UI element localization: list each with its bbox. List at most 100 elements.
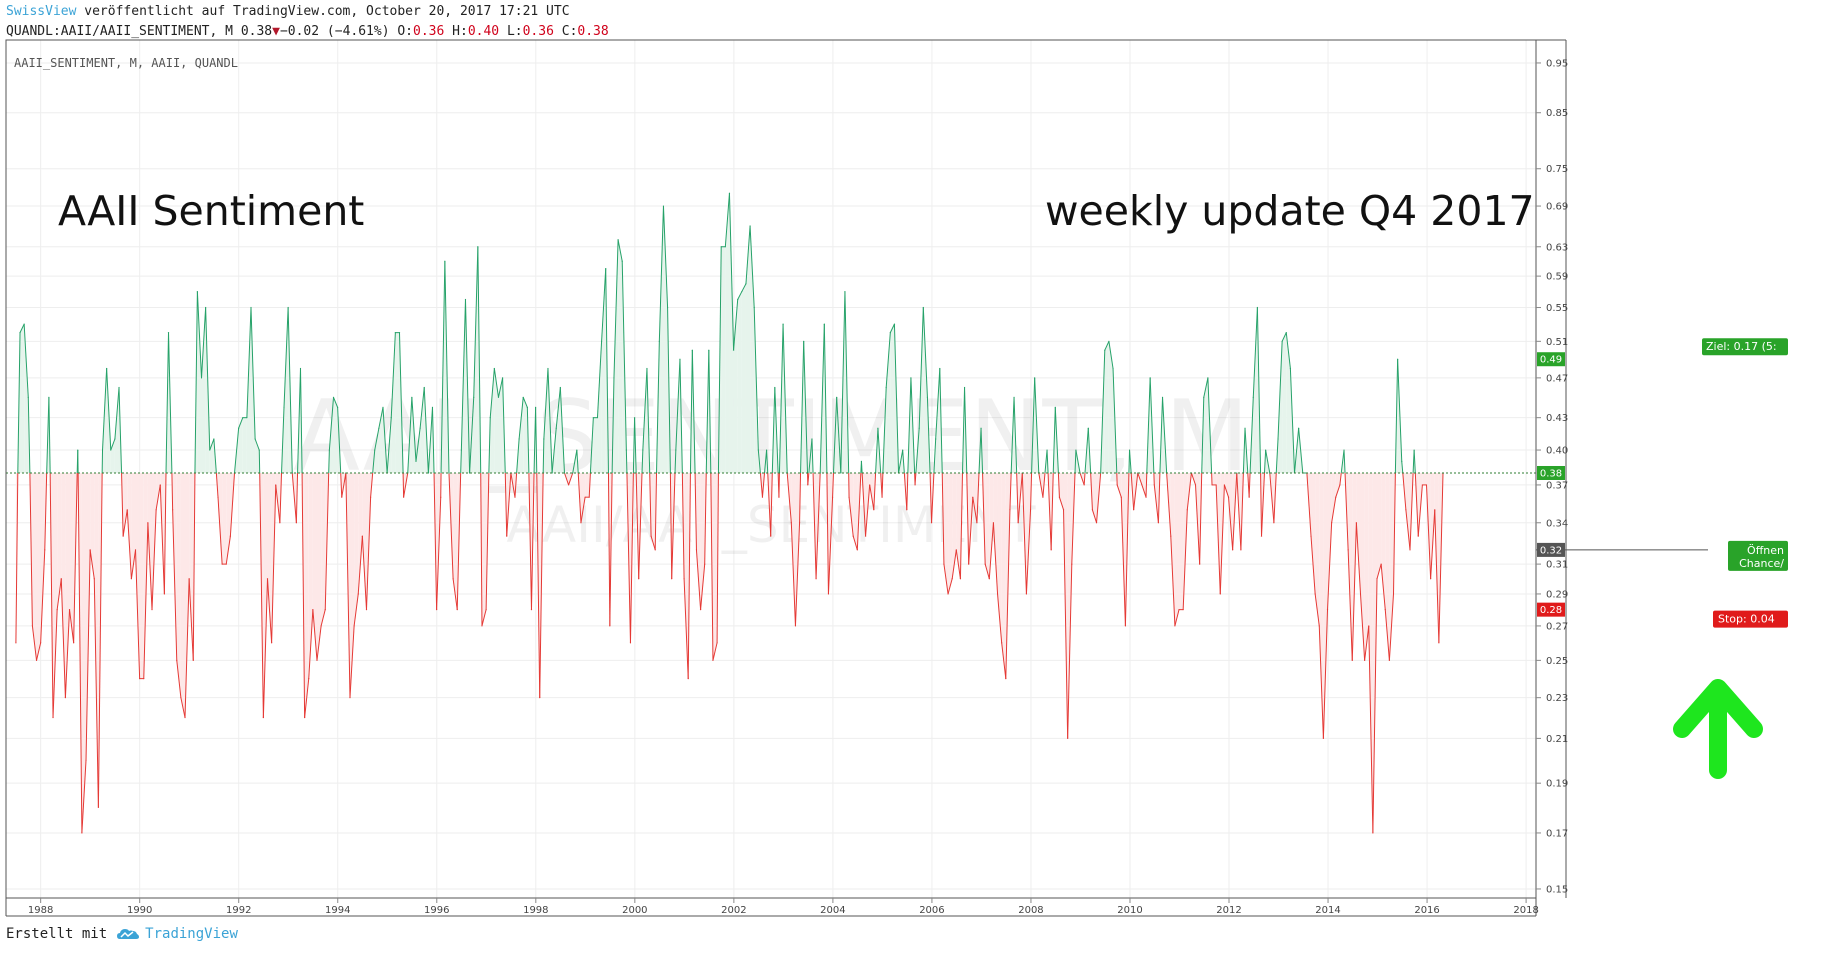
data-point (242, 417, 244, 419)
line-segment-up (605, 268, 609, 473)
line-segment-down (982, 472, 986, 565)
line-segment-down (361, 536, 367, 610)
fill-below-baseline (135, 472, 140, 679)
fill-above-baseline (741, 283, 746, 473)
data-point (844, 290, 846, 293)
line-segment-down (262, 578, 269, 718)
line-segment-down (1133, 472, 1139, 510)
fill-below-baseline (1179, 472, 1184, 610)
data-point (81, 832, 83, 834)
line-segment-up (893, 324, 900, 474)
data-point (1029, 509, 1032, 511)
line-segment-down (1058, 497, 1065, 510)
data-point (518, 438, 520, 440)
fill-below-baseline (180, 472, 186, 718)
data-point (27, 396, 29, 398)
data-point (60, 578, 62, 580)
line-segment-down (184, 578, 190, 718)
line-segment-down (1130, 472, 1135, 510)
y-tick-label: 0.51 (1546, 337, 1568, 348)
line-segment-up (1289, 368, 1296, 474)
fill-below-baseline (1360, 472, 1365, 661)
open-label: O: (397, 24, 414, 39)
line-segment-up (526, 407, 530, 474)
chart-title: AAII Sentiment (58, 187, 364, 235)
fill-below-baseline (53, 472, 58, 718)
line-segment-up (1285, 332, 1291, 369)
data-point (415, 460, 417, 462)
line-segment-down (1091, 509, 1098, 523)
data-point (947, 593, 949, 595)
data-point (968, 563, 970, 565)
line-segment-down (1079, 472, 1085, 486)
line-segment-down (485, 472, 490, 610)
line-segment-up (477, 246, 482, 473)
line-segment-up (774, 387, 779, 474)
line-segment-down (1322, 609, 1329, 739)
line-segment-down (1199, 472, 1203, 565)
x-tick-label: 2004 (820, 905, 845, 916)
line-segment-up (493, 368, 499, 398)
line-segment-down (192, 472, 196, 661)
data-point (580, 522, 582, 524)
data-point (572, 472, 574, 474)
fill-above-baseline (1108, 341, 1114, 473)
data-point (497, 396, 500, 398)
fill-below-baseline (1422, 472, 1427, 485)
line-segment-down (1260, 472, 1263, 537)
data-point (328, 449, 330, 451)
line-segment-up (1100, 350, 1106, 474)
data-point (732, 349, 735, 351)
line-segment-up (337, 407, 342, 474)
line-segment-up (299, 368, 303, 474)
line-segment-up (782, 324, 788, 474)
x-tick-label: 2012 (1216, 905, 1241, 916)
line-segment-down (869, 484, 875, 510)
x-axis[interactable]: 1988 1990 1992 1994 1996 1998 2000 2002 2004 2006… (28, 898, 1539, 916)
tradingview-link[interactable]: TradingView (117, 926, 238, 942)
line-segment-down (607, 472, 611, 626)
y-axis[interactable]: 0.95 0.85 0.75 0.69 0.63 0.59 0.55 0.51 0.47 0.43… (1536, 58, 1568, 895)
publisher-link[interactable]: SwissView (6, 4, 77, 19)
data-point (778, 496, 780, 498)
line-segment-up (1052, 407, 1056, 474)
line-segment-up (473, 246, 479, 398)
line-segment-down (180, 697, 186, 718)
x-tick-label: 2006 (919, 905, 944, 916)
data-point (254, 438, 256, 440)
data-point (440, 496, 442, 498)
data-point (423, 386, 425, 389)
line-segment-down (629, 472, 634, 643)
data-point (1116, 484, 1118, 486)
line-segment-up (771, 387, 776, 474)
data-point (807, 484, 809, 486)
fill-below-baseline (65, 472, 70, 698)
data-point (555, 427, 557, 429)
data-point (1413, 449, 1415, 451)
line-segment-down (609, 472, 613, 626)
fill-above-baseline (886, 332, 891, 473)
ohlc-line: QUANDL:AAII/AAII_SENTIMENT, M 0.38▼−0.02… (6, 24, 609, 39)
line-segment-up (728, 193, 735, 351)
fill-below-baseline (263, 472, 268, 718)
line-segment-up (1129, 450, 1132, 474)
line-segment-up (165, 332, 170, 474)
line-segment-down (929, 472, 933, 523)
line-segment-down (1153, 484, 1159, 523)
fill-below-baseline (1170, 472, 1175, 626)
data-point (658, 340, 660, 342)
y-tick-label: 0.19 (1546, 779, 1568, 790)
close-value: 0.38 (577, 24, 609, 39)
line-segment-up (642, 368, 648, 451)
line-segment-down (947, 578, 953, 595)
data-point (980, 427, 982, 429)
data-point (1310, 535, 1312, 537)
data-point (1133, 509, 1135, 511)
data-point (126, 509, 128, 511)
data-point (1401, 460, 1403, 462)
line-segment-down (1393, 472, 1396, 594)
line-segment-up (1281, 332, 1287, 342)
line-segment-down (966, 472, 970, 565)
